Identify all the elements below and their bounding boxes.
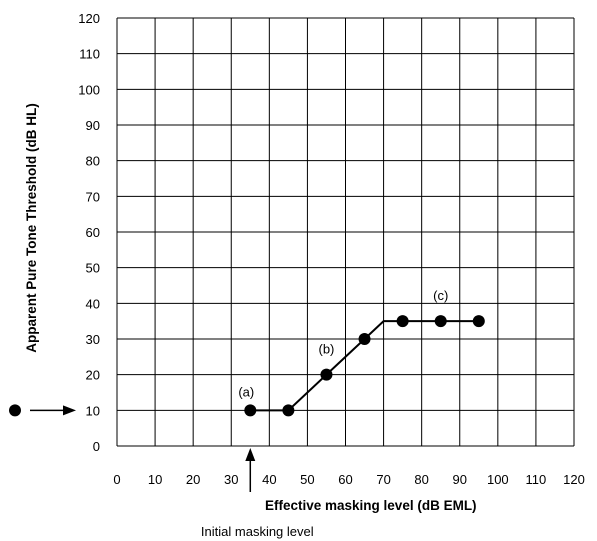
annotation-label: (b): [319, 342, 335, 357]
unmasked-threshold-dot: [9, 404, 21, 417]
y-tick-label: 0: [93, 439, 100, 454]
y-tick-label: 10: [86, 403, 100, 418]
x-tick-label: 30: [224, 472, 238, 487]
unmasked-threshold-arrowhead: [63, 405, 76, 416]
y-tick-label: 110: [79, 47, 100, 62]
y-tick-label: 120: [78, 11, 100, 26]
annotation-label: (a): [238, 384, 254, 399]
y-axis-ticks: 0 10 20 30 40 50 60 70 80 90 100 110 120: [78, 11, 100, 454]
y-tick-label: 60: [86, 225, 100, 240]
data-point: [472, 315, 485, 328]
x-tick-label: 100: [487, 472, 509, 487]
x-tick-label: 120: [563, 472, 585, 487]
data-point: [434, 315, 447, 328]
y-tick-label: 70: [86, 189, 100, 204]
initial-masking-arrowhead: [245, 448, 256, 461]
annotation-label: (c): [433, 288, 448, 303]
y-tick-label: 90: [86, 118, 100, 133]
y-axis-title: Apparent Pure Tone Threshold (dB HL): [24, 103, 39, 353]
x-tick-label: 10: [148, 472, 162, 487]
x-tick-label: 20: [186, 472, 200, 487]
x-tick-label: 110: [526, 472, 547, 487]
series-group: [244, 315, 485, 417]
data-point: [244, 404, 257, 417]
data-point: [358, 333, 371, 345]
grid: [116, 17, 575, 447]
y-tick-label: 30: [86, 332, 100, 347]
x-tick-label: 80: [414, 472, 428, 487]
y-tick-label: 40: [86, 296, 100, 311]
annotations: (a) (b) (c) Initial masking level: [9, 288, 448, 539]
data-point: [282, 404, 295, 417]
x-axis-title: Effective masking level (dB EML): [265, 498, 477, 513]
initial-masking-label: Initial masking level: [201, 524, 314, 539]
data-point: [396, 315, 409, 328]
x-tick-label: 40: [262, 472, 276, 487]
x-tick-label: 70: [376, 472, 390, 487]
series-line: [250, 320, 479, 412]
y-tick-label: 20: [86, 368, 100, 383]
y-tick-label: 100: [78, 82, 100, 97]
x-tick-label: 60: [338, 472, 352, 487]
x-tick-label: 90: [453, 472, 467, 487]
y-tick-label: 80: [86, 154, 100, 169]
x-tick-label: 0: [113, 472, 120, 487]
data-point: [320, 368, 333, 381]
x-tick-label: 50: [300, 472, 314, 487]
x-axis-ticks: 0 10 20 30 40 50 60 70 80 90 100 110 120: [113, 472, 584, 487]
y-tick-label: 50: [86, 261, 100, 276]
